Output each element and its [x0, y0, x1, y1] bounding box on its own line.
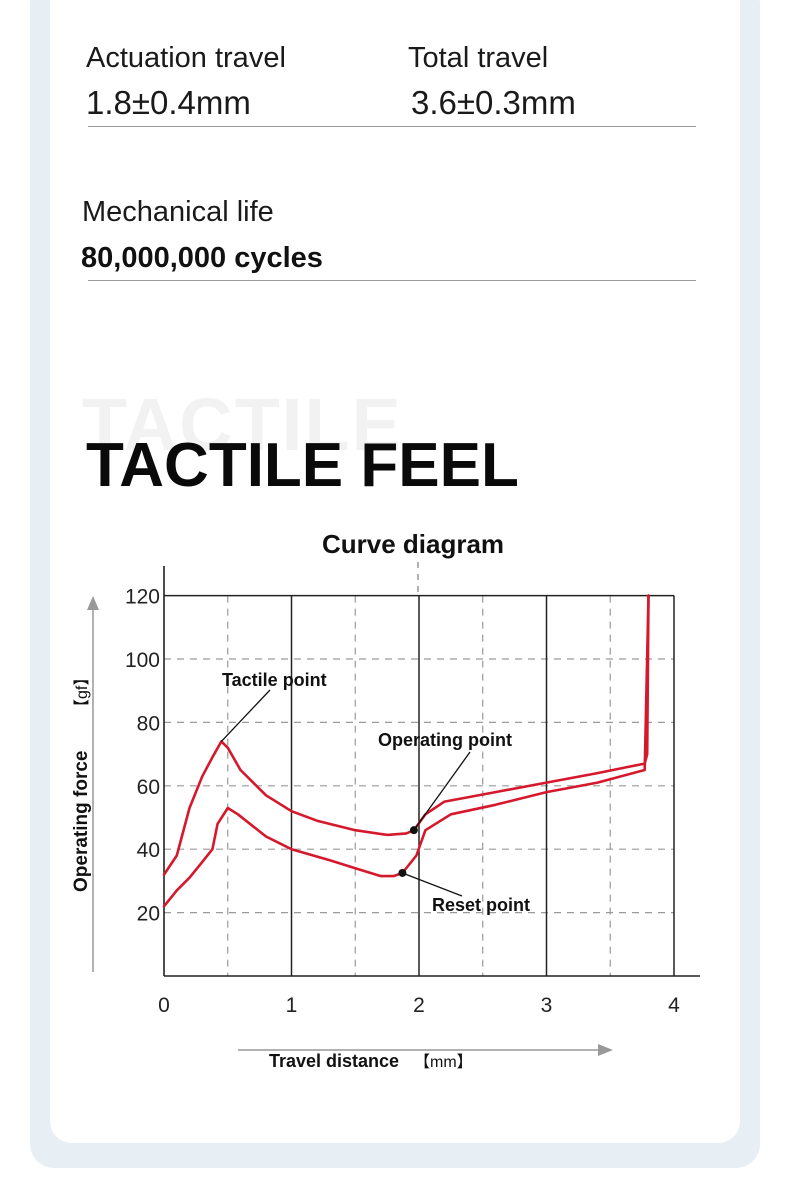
spec-divider	[88, 126, 696, 127]
y-tick-label: 60	[137, 776, 160, 799]
y-tick-label: 20	[137, 903, 160, 926]
annotation-leader-line	[413, 751, 471, 831]
annotation-label: Tactile point	[222, 670, 327, 690]
y-axis-arrow-head	[87, 596, 99, 610]
annotation-label: Reset point	[432, 895, 530, 915]
force-curve	[162, 594, 650, 876]
y-tick-label: 40	[137, 839, 160, 862]
x-tick-label: 2	[413, 994, 425, 1017]
y-tick-label: 80	[137, 712, 160, 735]
x-tick-label: 4	[668, 994, 680, 1017]
actuation-travel-value: 1.8±0.4mm	[86, 84, 251, 121]
x-axis-arrow-head	[598, 1044, 613, 1056]
x-axis-unit: 【mm】	[414, 1054, 473, 1071]
annotation-point-marker	[398, 868, 407, 877]
spec-divider	[88, 280, 696, 281]
mechanical-life-value: 80,000,000 cycles	[81, 242, 323, 274]
x-tick-label: 0	[158, 994, 170, 1017]
x-tick-label: 1	[286, 994, 298, 1017]
annotation-leader-line	[402, 872, 463, 897]
section-ghost-title: TACTILE	[82, 383, 403, 466]
annotation-label: Operating point	[378, 730, 512, 750]
x-axis-label: Travel distance	[269, 1051, 399, 1071]
total-travel-label: Total travel	[408, 42, 549, 74]
annotation-leader-line	[220, 689, 271, 742]
mechanical-life-label: Mechanical life	[82, 196, 274, 228]
y-tick-label: 120	[125, 586, 160, 609]
section-title: TACTILE FEEL	[86, 431, 519, 500]
y-axis-unit: 【gf】	[74, 670, 91, 715]
actuation-travel-label: Actuation travel	[86, 42, 286, 74]
force-curve	[162, 594, 650, 908]
y-tick-label: 100	[125, 649, 160, 672]
y-axis-label: Operating force	[71, 751, 92, 892]
content-card	[50, 0, 740, 1143]
chart-title: Curve diagram	[322, 529, 504, 559]
total-travel-value: 3.6±0.3mm	[411, 84, 576, 121]
x-tick-label: 3	[541, 994, 553, 1017]
annotation-point-marker	[409, 826, 418, 835]
